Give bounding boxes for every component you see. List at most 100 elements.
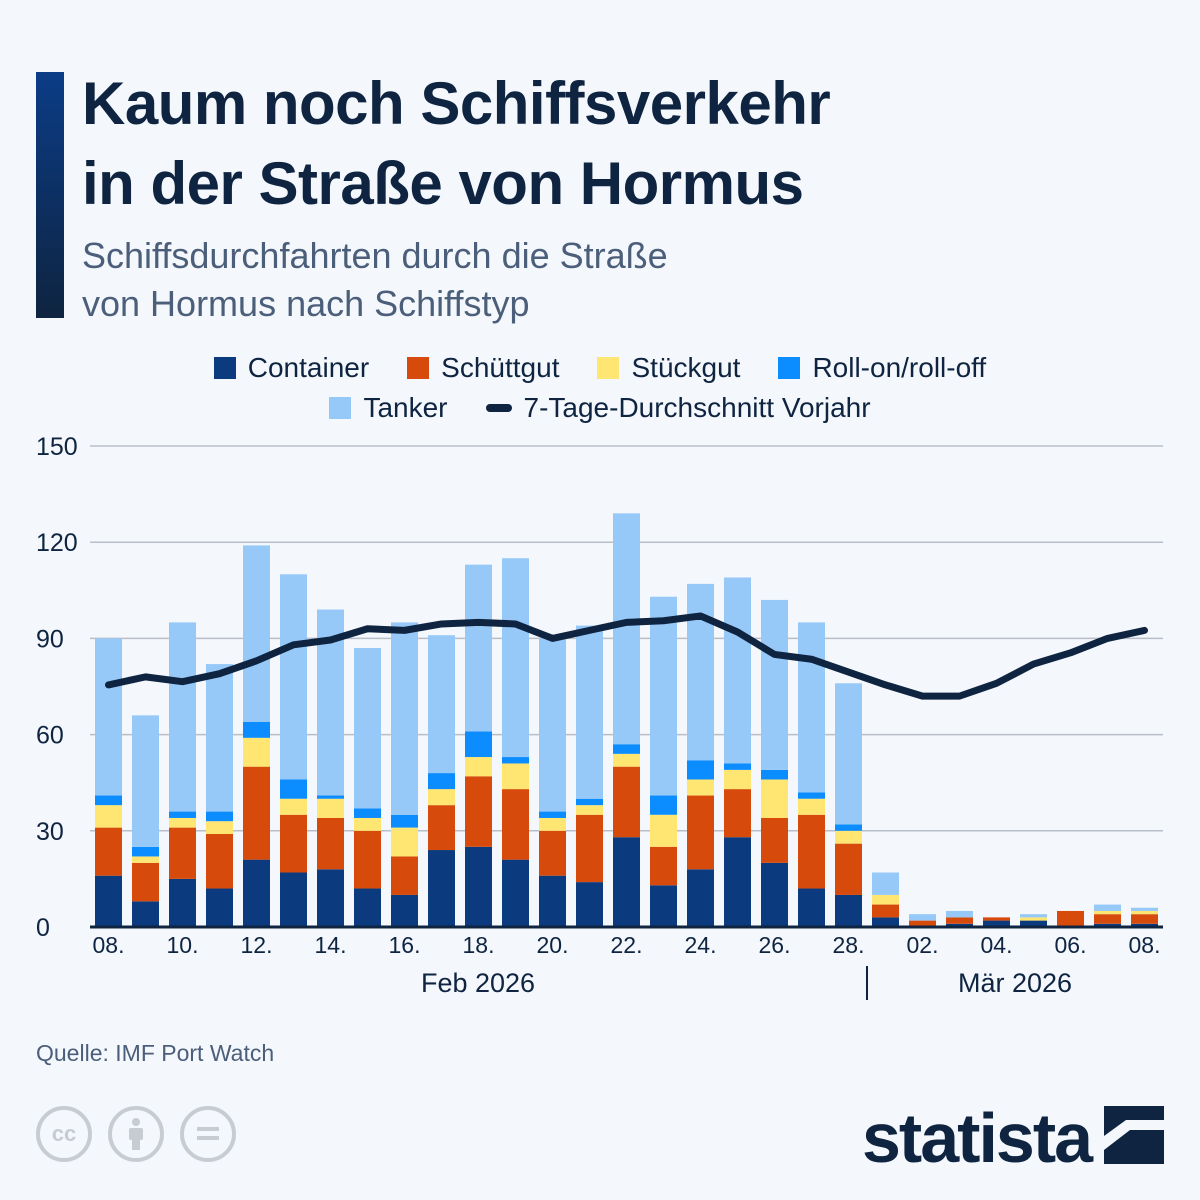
bar-segment-container [428,850,455,927]
source-note: Quelle: IMF Port Watch [36,1040,275,1066]
bar-segment-container [502,859,529,927]
legend-line-swatch [485,404,512,412]
bar-segment-container [169,878,196,927]
bar-segment-container [465,846,492,927]
bar-segment-tanker [354,648,381,809]
legend-label: Roll-on/roll-off [812,352,987,383]
bar-segment-container [354,888,381,927]
bar-segment-sch-ttgut [983,917,1010,921]
x-tick-label: 12. [241,932,273,958]
bar-segment-container [835,894,862,927]
bar-segment-roll-on-roll-off [465,731,492,758]
bar-segment-roll-on-roll-off [428,773,455,790]
bar-segment-tanker [539,638,566,812]
bar-segment-roll-on-roll-off [502,757,529,764]
bar-segment-sch-ttgut [206,834,233,889]
bar-segment-roll-on-roll-off [169,811,196,818]
bar-segment-sch-ttgut [909,920,936,927]
x-tick-label: 02. [907,932,939,958]
legend-swatch [597,357,620,379]
bar-segment-container [798,888,825,927]
bar-segment-st-ckgut [317,798,344,818]
bar-segment-st-ckgut [761,779,788,818]
bar-segment-st-ckgut [539,817,566,831]
bar-segment-container [946,923,973,927]
bar-segment-sch-ttgut [687,795,714,870]
bar-segment-tanker [132,715,159,847]
bar-segment-st-ckgut [280,798,307,815]
bar-segment-tanker [798,622,825,793]
legend-swatch [407,357,430,379]
legend-item-average-line: 7-Tage-Durchschnitt Vorjahr [485,392,871,424]
bar-segment-tanker [95,638,122,796]
legend-row-2: Tanker 7-Tage-Durchschnitt Vorjahr [0,392,1200,424]
bar-segment-container [761,862,788,927]
bar-segment-sch-ttgut [391,856,418,895]
bar-segment-tanker [502,558,529,758]
bar-segment-st-ckgut [798,798,825,815]
bar-segment-sch-ttgut [502,789,529,860]
bar-segment-sch-ttgut [132,862,159,902]
bar-segment-st-ckgut [872,894,899,905]
legend-label: Tanker [363,392,448,423]
bar-segment-container [243,859,270,927]
chart-area: 0 30 60 90 120 150 08. 10. 12. 14. 16. 18. 20. 22. 24.… [36,433,1163,1000]
legend-item-schuettgut: Schüttgut [407,352,559,384]
bar-segment-sch-ttgut [169,827,196,879]
legend-label: Stückgut [631,352,741,383]
x-tick-label: 24. [685,932,717,958]
bar-segment-st-ckgut [428,789,455,806]
bar-segment-tanker [835,683,862,825]
bar-segment-tanker [1131,907,1158,911]
bar-segment-st-ckgut [835,830,862,844]
bar-segment-st-ckgut [206,821,233,835]
bar-segment-roll-on-roll-off [354,808,381,818]
no-derivatives-icon [180,1106,236,1162]
bar-segment-tanker [1020,914,1047,918]
bar-segment-tanker [872,872,899,895]
x-tick-label: 16. [389,932,421,958]
bar-segment-container [1131,923,1158,927]
bar-segment-tanker [946,910,973,918]
bar-segment-sch-ttgut [1057,910,1084,927]
x-tick-label: 28. [833,932,865,958]
chart-title: Kaum noch Schiffsverkehr in der Straße v… [82,64,831,224]
bar-segment-roll-on-roll-off [613,744,640,754]
bar-segment-tanker [428,635,455,774]
bar-segment-container [391,894,418,927]
bar-segment-container [539,875,566,927]
legend-swatch [778,357,801,379]
subtitle-line-1: Schiffsdurchfahrten durch die Straße [82,235,668,276]
bar-segment-tanker [391,622,418,815]
x-tick-label: 10. [167,932,199,958]
month-label-mar: Mär 2026 [958,968,1072,998]
bar-segment-st-ckgut [95,805,122,828]
bar-segment-sch-ttgut [317,817,344,870]
bar-segment-sch-ttgut [761,817,788,863]
bar-segment-st-ckgut [1094,910,1121,915]
x-tick-label: 22. [611,932,643,958]
bar-segment-sch-ttgut [576,814,603,883]
bar-segment-tanker [761,599,788,770]
month-label-feb: Feb 2026 [421,968,535,998]
bar-segment-container [280,872,307,927]
bar-segment-sch-ttgut [354,830,381,889]
bar-segment-tanker [1094,904,1121,911]
bar-segment-container [206,888,233,927]
bar-segment-sch-ttgut [613,766,640,838]
bar-segment-sch-ttgut [798,814,825,889]
bar-segment-tanker [169,622,196,812]
bar-segment-st-ckgut [354,817,381,831]
legend-item-roro: Roll-on/roll-off [778,352,986,384]
bar-segment-sch-ttgut [650,846,677,886]
title-accent-bar [36,72,64,318]
bar-segment-st-ckgut [687,779,714,796]
x-tick-label: 18. [463,932,495,958]
bar-segment-sch-ttgut [243,766,270,860]
bar-segment-roll-on-roll-off [95,795,122,806]
legend-label: Container [247,352,370,383]
bar-segment-sch-ttgut [835,843,862,895]
bar-segment-sch-ttgut [280,814,307,873]
bar-segment-roll-on-roll-off [576,798,603,806]
bar-segment-roll-on-roll-off [650,795,677,815]
